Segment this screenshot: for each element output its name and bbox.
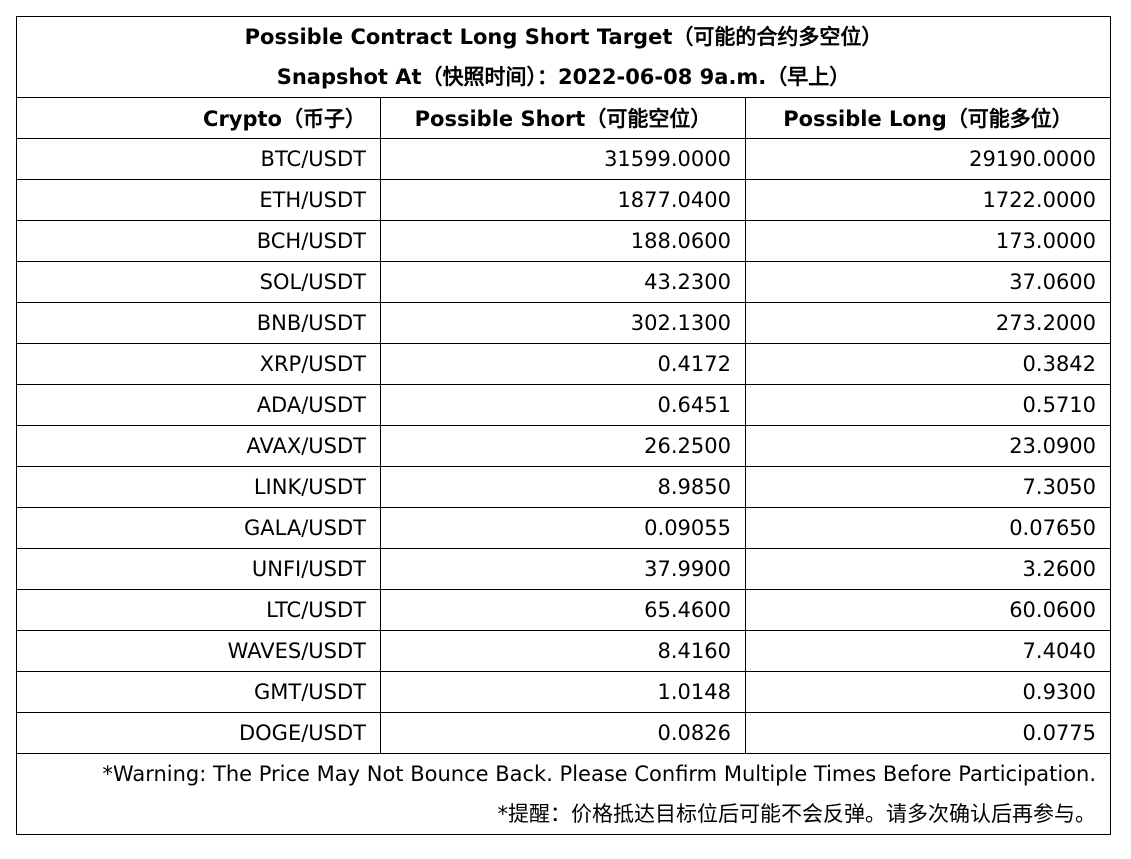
table-row: BTC/USDT 31599.0000 29190.0000 bbox=[16, 138, 1112, 180]
cell-possible-short: 0.6451 bbox=[380, 384, 746, 426]
cell-possible-long: 37.0600 bbox=[744, 261, 1112, 303]
cell-pair: BNB/USDT bbox=[16, 302, 381, 344]
cell-pair: BCH/USDT bbox=[16, 220, 381, 262]
cell-possible-short: 37.9900 bbox=[380, 548, 746, 590]
header-possible-long: Possible Long（可能多位） bbox=[744, 97, 1112, 139]
cell-possible-short: 188.0600 bbox=[380, 220, 746, 262]
footer-row: *Warning: The Price May Not Bounce Back.… bbox=[15, 753, 1112, 835]
cell-possible-long: 0.5710 bbox=[744, 384, 1112, 426]
warning-chinese: *提醒：价格抵达目标位后可能不会反弹。请多次确认后再参与。 bbox=[497, 802, 1097, 826]
cell-possible-short: 43.2300 bbox=[380, 261, 746, 303]
table-row: SOL/USDT 43.2300 37.0600 bbox=[16, 261, 1112, 303]
cell-possible-long: 173.0000 bbox=[744, 220, 1112, 262]
table-row: LINK/USDT 8.9850 7.3050 bbox=[16, 466, 1112, 508]
cell-possible-long: 1722.0000 bbox=[744, 179, 1112, 221]
cell-possible-short: 8.4160 bbox=[380, 630, 746, 672]
cell-possible-long: 7.3050 bbox=[744, 466, 1112, 508]
cell-pair: BTC/USDT bbox=[16, 138, 381, 180]
header-possible-short: Possible Short（可能空位） bbox=[380, 97, 746, 139]
cell-pair: DOGE/USDT bbox=[16, 712, 381, 754]
cell-possible-short: 0.09055 bbox=[380, 507, 746, 549]
cell-possible-long: 0.0775 bbox=[744, 712, 1112, 754]
cell-possible-long: 273.2000 bbox=[744, 302, 1112, 344]
cell-possible-long: 7.4040 bbox=[744, 630, 1112, 672]
title-cell: Possible Contract Long Short Target（可能的合… bbox=[15, 16, 1112, 98]
cell-possible-long: 60.0600 bbox=[744, 589, 1112, 631]
cell-possible-short: 302.1300 bbox=[380, 302, 746, 344]
cell-possible-long: 3.2600 bbox=[744, 548, 1112, 590]
cell-possible-short: 26.2500 bbox=[380, 425, 746, 467]
warning-english: *Warning: The Price May Not Bounce Back.… bbox=[102, 762, 1097, 786]
table-row: ETH/USDT 1877.0400 1722.0000 bbox=[16, 179, 1112, 221]
cell-pair: SOL/USDT bbox=[16, 261, 381, 303]
cell-possible-short: 8.9850 bbox=[380, 466, 746, 508]
snapshot-time: Snapshot At（快照时间）：2022-06-08 9a.m.（早上） bbox=[276, 65, 851, 89]
cell-possible-long: 29190.0000 bbox=[744, 138, 1112, 180]
table-row: BCH/USDT 188.0600 173.0000 bbox=[16, 220, 1112, 262]
table-row: AVAX/USDT 26.2500 23.0900 bbox=[16, 425, 1112, 467]
contract-target-table: Possible Contract Long Short Target（可能的合… bbox=[15, 16, 1112, 835]
header-row: Crypto（币子） Possible Short（可能空位） Possible… bbox=[16, 97, 1112, 139]
cell-possible-long: 0.9300 bbox=[744, 671, 1112, 713]
cell-possible-short: 65.4600 bbox=[380, 589, 746, 631]
cell-pair: ADA/USDT bbox=[16, 384, 381, 426]
cell-pair: UNFI/USDT bbox=[16, 548, 381, 590]
footer-cell: *Warning: The Price May Not Bounce Back.… bbox=[15, 753, 1112, 835]
cell-pair: WAVES/USDT bbox=[16, 630, 381, 672]
table-row: GALA/USDT 0.09055 0.07650 bbox=[16, 507, 1112, 549]
cell-possible-long: 23.0900 bbox=[744, 425, 1112, 467]
cell-possible-long: 0.07650 bbox=[744, 507, 1112, 549]
table-row: WAVES/USDT 8.4160 7.4040 bbox=[16, 630, 1112, 672]
cell-possible-short: 0.4172 bbox=[380, 343, 746, 385]
cell-possible-short: 31599.0000 bbox=[380, 138, 746, 180]
table-row: ADA/USDT 0.6451 0.5710 bbox=[16, 384, 1112, 426]
table-title: Possible Contract Long Short Target（可能的合… bbox=[244, 25, 883, 49]
table-row: XRP/USDT 0.4172 0.3842 bbox=[16, 343, 1112, 385]
cell-pair: LINK/USDT bbox=[16, 466, 381, 508]
cell-pair: ETH/USDT bbox=[16, 179, 381, 221]
table-row: LTC/USDT 65.4600 60.0600 bbox=[16, 589, 1112, 631]
cell-possible-short: 0.0826 bbox=[380, 712, 746, 754]
cell-possible-short: 1.0148 bbox=[380, 671, 746, 713]
table-row: UNFI/USDT 37.9900 3.2600 bbox=[16, 548, 1112, 590]
table-row: DOGE/USDT 0.0826 0.0775 bbox=[16, 712, 1112, 754]
header-crypto: Crypto（币子） bbox=[16, 97, 381, 139]
cell-pair: GMT/USDT bbox=[16, 671, 381, 713]
cell-pair: XRP/USDT bbox=[16, 343, 381, 385]
table-body: Possible Contract Long Short Target（可能的合… bbox=[15, 16, 1112, 835]
table-row: GMT/USDT 1.0148 0.9300 bbox=[16, 671, 1112, 713]
cell-pair: LTC/USDT bbox=[16, 589, 381, 631]
table-row: BNB/USDT 302.1300 273.2000 bbox=[16, 302, 1112, 344]
cell-pair: GALA/USDT bbox=[16, 507, 381, 549]
title-row: Possible Contract Long Short Target（可能的合… bbox=[15, 16, 1112, 98]
cell-possible-short: 1877.0400 bbox=[380, 179, 746, 221]
cell-possible-long: 0.3842 bbox=[744, 343, 1112, 385]
cell-pair: AVAX/USDT bbox=[16, 425, 381, 467]
